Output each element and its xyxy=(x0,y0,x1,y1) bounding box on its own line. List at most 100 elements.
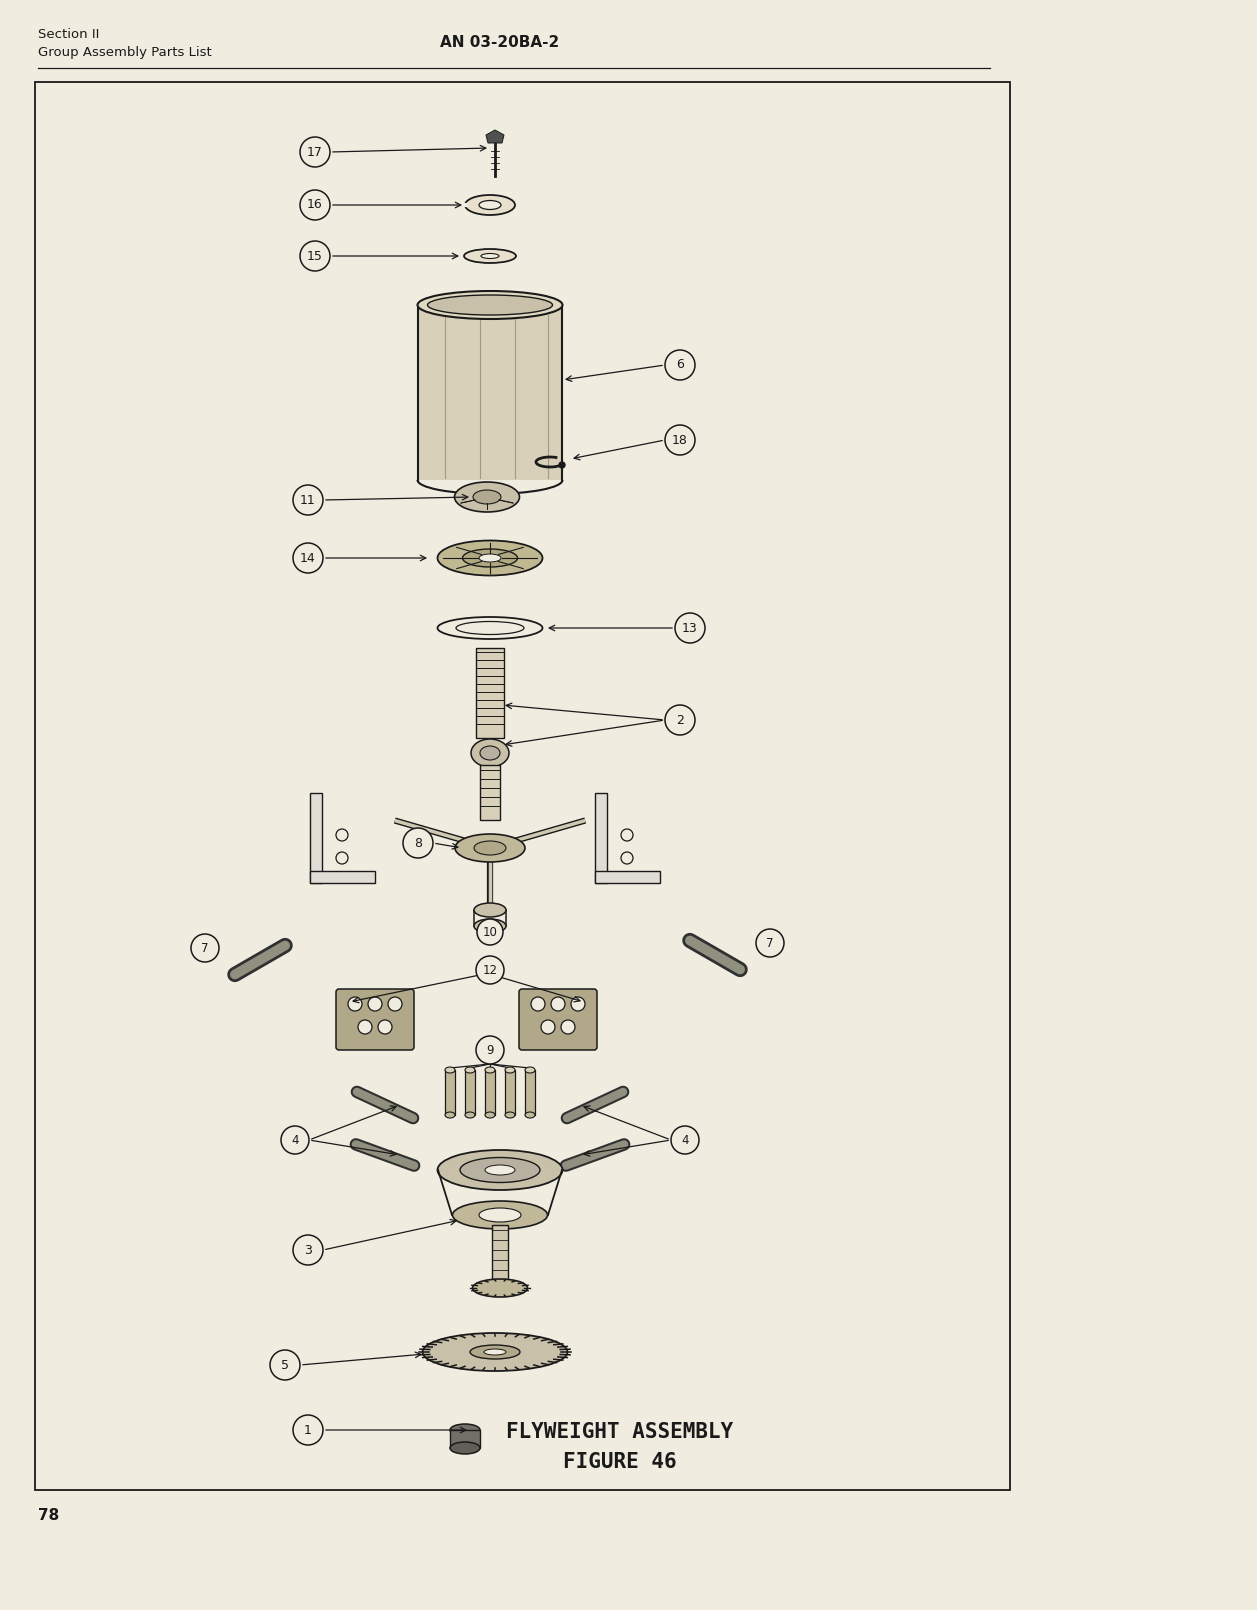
Bar xyxy=(485,1071,495,1116)
Text: Group Assembly Parts List: Group Assembly Parts List xyxy=(38,47,211,60)
Bar xyxy=(310,794,322,882)
Text: AN 03-20BA-2: AN 03-20BA-2 xyxy=(440,35,559,50)
Text: 7: 7 xyxy=(201,942,209,955)
Text: 15: 15 xyxy=(307,250,323,262)
Ellipse shape xyxy=(481,253,499,259)
Bar xyxy=(476,647,504,737)
Circle shape xyxy=(541,1021,556,1034)
Text: 11: 11 xyxy=(300,494,316,507)
Ellipse shape xyxy=(465,195,515,216)
Circle shape xyxy=(621,829,634,840)
Ellipse shape xyxy=(479,201,502,209)
Ellipse shape xyxy=(474,919,507,934)
Ellipse shape xyxy=(453,1201,548,1228)
Bar xyxy=(491,1225,508,1285)
Circle shape xyxy=(282,1125,309,1154)
Circle shape xyxy=(671,1125,699,1154)
Ellipse shape xyxy=(450,1423,480,1436)
Text: 16: 16 xyxy=(307,198,323,211)
Circle shape xyxy=(530,997,546,1011)
Polygon shape xyxy=(486,130,504,143)
Text: Section II: Section II xyxy=(38,27,99,40)
Text: 13: 13 xyxy=(683,621,698,634)
Text: 18: 18 xyxy=(672,433,688,446)
Text: FIGURE 46: FIGURE 46 xyxy=(563,1452,676,1472)
Bar xyxy=(465,1071,475,1116)
Text: 7: 7 xyxy=(767,937,774,950)
Ellipse shape xyxy=(422,1333,567,1372)
Circle shape xyxy=(476,956,504,984)
Ellipse shape xyxy=(455,834,525,861)
FancyBboxPatch shape xyxy=(336,989,414,1050)
Text: 10: 10 xyxy=(483,926,498,939)
Circle shape xyxy=(358,1021,372,1034)
FancyBboxPatch shape xyxy=(519,989,597,1050)
Text: 9: 9 xyxy=(486,1043,494,1056)
Bar xyxy=(35,82,1011,1489)
Bar xyxy=(505,1071,515,1116)
Circle shape xyxy=(551,997,564,1011)
Circle shape xyxy=(336,829,348,840)
Ellipse shape xyxy=(473,489,502,504)
Circle shape xyxy=(561,1021,574,1034)
Ellipse shape xyxy=(479,554,502,562)
Bar xyxy=(445,1071,455,1116)
Text: 14: 14 xyxy=(300,552,316,565)
Ellipse shape xyxy=(445,1113,455,1117)
Circle shape xyxy=(665,425,695,456)
Circle shape xyxy=(300,242,331,270)
Bar xyxy=(450,1430,480,1447)
Circle shape xyxy=(571,997,585,1011)
Circle shape xyxy=(755,929,784,956)
Ellipse shape xyxy=(455,481,519,512)
Text: 4: 4 xyxy=(292,1133,299,1146)
Text: 17: 17 xyxy=(307,145,323,158)
Circle shape xyxy=(559,462,564,469)
Ellipse shape xyxy=(437,1150,562,1190)
Ellipse shape xyxy=(479,1208,520,1222)
Ellipse shape xyxy=(450,1443,480,1454)
Ellipse shape xyxy=(474,903,507,918)
Circle shape xyxy=(665,705,695,736)
Circle shape xyxy=(191,934,219,963)
Ellipse shape xyxy=(480,745,500,760)
Text: 2: 2 xyxy=(676,713,684,726)
Circle shape xyxy=(300,137,331,167)
Ellipse shape xyxy=(445,1067,455,1072)
Circle shape xyxy=(368,997,382,1011)
Ellipse shape xyxy=(437,541,543,575)
Text: 78: 78 xyxy=(38,1509,59,1523)
Ellipse shape xyxy=(484,1349,507,1356)
Circle shape xyxy=(476,1035,504,1064)
Ellipse shape xyxy=(474,840,507,855)
Circle shape xyxy=(388,997,402,1011)
Ellipse shape xyxy=(463,549,518,567)
Ellipse shape xyxy=(417,291,562,319)
Ellipse shape xyxy=(473,1278,528,1298)
Circle shape xyxy=(336,852,348,865)
Ellipse shape xyxy=(427,295,553,316)
Circle shape xyxy=(300,190,331,221)
Ellipse shape xyxy=(470,1344,520,1359)
Text: 6: 6 xyxy=(676,359,684,372)
Text: FLYWEIGHT ASSEMBLY: FLYWEIGHT ASSEMBLY xyxy=(507,1422,734,1443)
Ellipse shape xyxy=(456,621,524,634)
Text: 12: 12 xyxy=(483,963,498,977)
Ellipse shape xyxy=(485,1067,495,1072)
Bar xyxy=(480,765,500,819)
Ellipse shape xyxy=(485,1113,495,1117)
Text: 3: 3 xyxy=(304,1243,312,1256)
Ellipse shape xyxy=(437,617,543,639)
Ellipse shape xyxy=(525,1113,535,1117)
Circle shape xyxy=(348,997,362,1011)
Circle shape xyxy=(403,828,432,858)
Ellipse shape xyxy=(505,1113,515,1117)
Bar xyxy=(310,871,375,882)
Ellipse shape xyxy=(464,250,517,262)
Circle shape xyxy=(293,485,323,515)
Circle shape xyxy=(621,852,634,865)
Ellipse shape xyxy=(471,739,509,766)
Circle shape xyxy=(665,349,695,380)
Circle shape xyxy=(378,1021,392,1034)
Text: 5: 5 xyxy=(282,1359,289,1372)
